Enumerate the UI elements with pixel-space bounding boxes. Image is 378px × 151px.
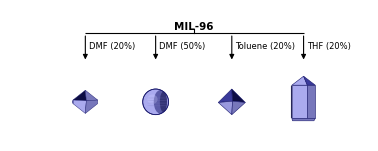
Polygon shape: [73, 90, 86, 101]
Text: DMF (50%): DMF (50%): [159, 42, 205, 51]
Polygon shape: [218, 101, 232, 115]
Polygon shape: [292, 119, 315, 121]
Ellipse shape: [160, 92, 167, 112]
Polygon shape: [73, 100, 86, 113]
Text: MIL-96: MIL-96: [174, 22, 214, 32]
Text: Toluene (20%): Toluene (20%): [235, 42, 295, 51]
Text: DMF (20%): DMF (20%): [89, 42, 135, 51]
Polygon shape: [307, 85, 315, 119]
Polygon shape: [85, 100, 98, 113]
Text: THF (20%): THF (20%): [307, 42, 351, 51]
Polygon shape: [292, 76, 307, 85]
Polygon shape: [291, 85, 292, 119]
Ellipse shape: [143, 89, 169, 115]
Ellipse shape: [154, 90, 167, 114]
Ellipse shape: [147, 100, 168, 101]
Ellipse shape: [147, 95, 158, 104]
Polygon shape: [218, 89, 232, 103]
Polygon shape: [232, 101, 245, 115]
Polygon shape: [304, 76, 315, 85]
Polygon shape: [232, 89, 245, 103]
Ellipse shape: [147, 103, 168, 104]
Polygon shape: [292, 85, 307, 119]
Polygon shape: [85, 90, 98, 101]
Ellipse shape: [147, 105, 168, 106]
